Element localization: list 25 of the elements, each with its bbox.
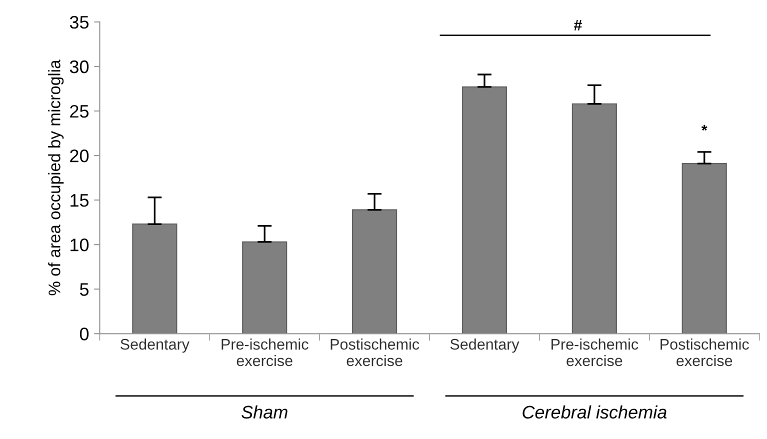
text: Sham bbox=[242, 405, 288, 419]
bar bbox=[242, 241, 288, 334]
x-tick-label: Sedentary bbox=[120, 338, 190, 353]
y-tick-label: 10 bbox=[70, 238, 89, 252]
text: Cerebral ischemia bbox=[522, 405, 667, 419]
bar bbox=[462, 86, 508, 334]
y-axis-title: % of area occupied by microglia bbox=[48, 60, 64, 296]
bar bbox=[352, 209, 398, 334]
y-tick-label: 30 bbox=[70, 60, 89, 74]
bar bbox=[132, 224, 178, 334]
y-tick-label: 0 bbox=[80, 328, 89, 340]
y-tick-label: 20 bbox=[70, 149, 89, 162]
y-tick-label: 25 bbox=[70, 104, 89, 118]
annotation: # bbox=[574, 20, 582, 30]
x-tick-label: Postischemic exercise bbox=[660, 338, 749, 366]
bar bbox=[572, 103, 617, 334]
y-tick-label: 15 bbox=[70, 194, 89, 207]
y-tick-label: 35 bbox=[70, 16, 89, 29]
annotation: * bbox=[701, 124, 708, 131]
bar bbox=[682, 162, 727, 334]
x-tick-label: Pre-ischemic exercise bbox=[552, 338, 638, 366]
x-tick-label: Pre-ischemic exercise bbox=[222, 338, 308, 366]
x-tick-label: Sedentary bbox=[450, 338, 520, 353]
x-tick-label: Postischemic exercise bbox=[330, 338, 420, 366]
y-tick-label: 5 bbox=[80, 283, 89, 296]
